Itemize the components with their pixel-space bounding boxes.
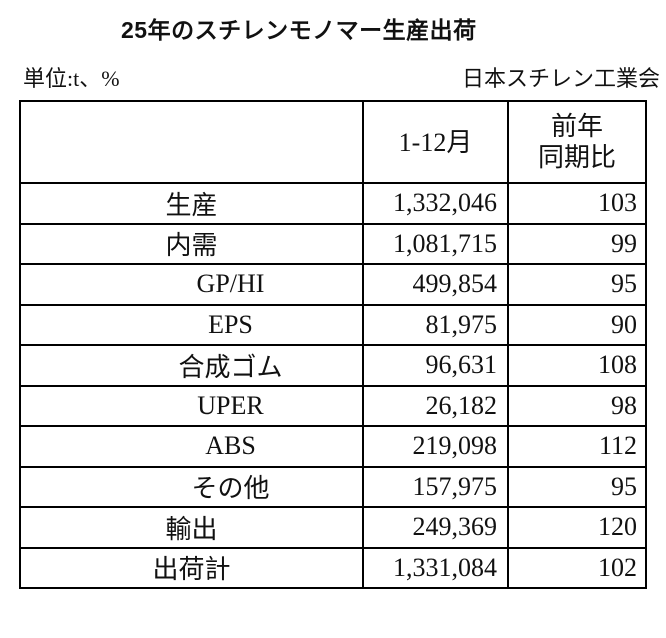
table-row: その他 157,975 95 bbox=[19, 465, 647, 508]
table-body: 生産 1,332,046 103 内需 1,081,715 99 GP/HI 499,854 9… bbox=[19, 182, 647, 589]
row-yoy: 95 bbox=[507, 465, 647, 508]
row-value: 499,854 bbox=[362, 263, 509, 306]
table-row: ABS 219,098 112 bbox=[19, 425, 647, 468]
row-yoy: 98 bbox=[507, 384, 647, 427]
row-label: ABS bbox=[19, 425, 364, 468]
table-header: 1-12月 前年 同期比 bbox=[19, 100, 647, 184]
row-yoy: 99 bbox=[507, 222, 647, 265]
unit-note: 単位:t、% bbox=[23, 66, 120, 91]
row-value: 1,081,715 bbox=[362, 222, 509, 265]
row-yoy: 90 bbox=[507, 303, 647, 346]
table-row: UPER 26,182 98 bbox=[19, 384, 647, 427]
table-row: 出荷計 1,331,084 102 bbox=[19, 546, 647, 589]
production-shipment-table: 1-12月 前年 同期比 生産 1,332,046 103 内需 1,081,715 99… bbox=[19, 100, 647, 589]
header-yoy-cell: 前年 同期比 bbox=[507, 100, 647, 184]
row-value: 96,631 bbox=[362, 344, 509, 387]
meta-row: 単位:t、% 日本スチレン工業会 bbox=[0, 64, 666, 94]
row-value: 26,182 bbox=[362, 384, 509, 427]
row-label: 内需 bbox=[19, 222, 364, 265]
page-title: 25年のスチレンモノマー生産出荷 bbox=[121, 17, 477, 43]
row-label: 合成ゴム bbox=[19, 344, 364, 387]
header-item-cell bbox=[19, 100, 364, 184]
row-value: 1,332,046 bbox=[362, 182, 509, 225]
table-row: EPS 81,975 90 bbox=[19, 303, 647, 346]
row-yoy: 120 bbox=[507, 506, 647, 549]
table-row: GP/HI 499,854 95 bbox=[19, 263, 647, 306]
header-row: 1-12月 前年 同期比 bbox=[19, 100, 647, 184]
row-value: 81,975 bbox=[362, 303, 509, 346]
table-row: 内需 1,081,715 99 bbox=[19, 222, 647, 265]
table-row: 生産 1,332,046 103 bbox=[19, 182, 647, 225]
row-value: 1,331,084 bbox=[362, 546, 509, 589]
row-yoy: 102 bbox=[507, 546, 647, 589]
row-label: その他 bbox=[19, 465, 364, 508]
row-value: 219,098 bbox=[362, 425, 509, 468]
table-row: 合成ゴム 96,631 108 bbox=[19, 344, 647, 387]
row-label: 生産 bbox=[19, 182, 364, 225]
row-yoy: 112 bbox=[507, 425, 647, 468]
row-value: 249,369 bbox=[362, 506, 509, 549]
row-label: 輸出 bbox=[19, 506, 364, 549]
header-period-cell: 1-12月 bbox=[362, 100, 509, 184]
row-yoy: 108 bbox=[507, 344, 647, 387]
row-value: 157,975 bbox=[362, 465, 509, 508]
row-label: GP/HI bbox=[19, 263, 364, 306]
row-yoy: 95 bbox=[507, 263, 647, 306]
row-label: 出荷計 bbox=[19, 546, 364, 589]
row-yoy: 103 bbox=[507, 182, 647, 225]
row-label: EPS bbox=[19, 303, 364, 346]
source-organization: 日本スチレン工業会 bbox=[461, 66, 660, 91]
table-row: 輸出 249,369 120 bbox=[19, 506, 647, 549]
row-label: UPER bbox=[19, 384, 364, 427]
